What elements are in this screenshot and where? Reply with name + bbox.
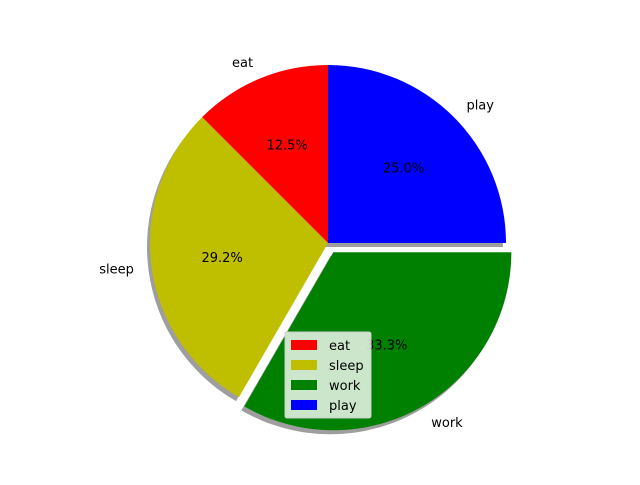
slice-percent-play: 25.0%	[383, 161, 424, 176]
legend-label-play: play	[329, 399, 357, 414]
slice-sleep	[149, 117, 328, 398]
legend-label-work: work	[329, 379, 361, 394]
legend-swatch-eat	[291, 340, 317, 350]
legend: eat sleep work play	[284, 331, 372, 419]
legend-swatch-play	[291, 400, 317, 410]
slice-percent-work: 33.3%	[366, 339, 407, 354]
slice-labels: eat 12.5% sleep 29.2% work 33.3% play 25.0%	[99, 56, 494, 431]
slice-label-work: work	[431, 416, 463, 431]
legend-swatch-work	[291, 380, 317, 390]
slice-percent-eat: 12.5%	[266, 138, 307, 153]
slice-play	[328, 65, 506, 243]
legend-swatch-sleep	[291, 360, 317, 370]
slice-label-eat: eat	[232, 56, 253, 71]
slice-label-sleep: sleep	[99, 263, 134, 278]
legend-label-sleep: sleep	[329, 359, 364, 374]
slice-eat	[202, 65, 328, 243]
legend-box	[284, 331, 372, 419]
legend-label-eat: eat	[329, 339, 350, 354]
slice-label-play: play	[466, 99, 494, 114]
slice-percent-sleep: 29.2%	[201, 251, 242, 266]
